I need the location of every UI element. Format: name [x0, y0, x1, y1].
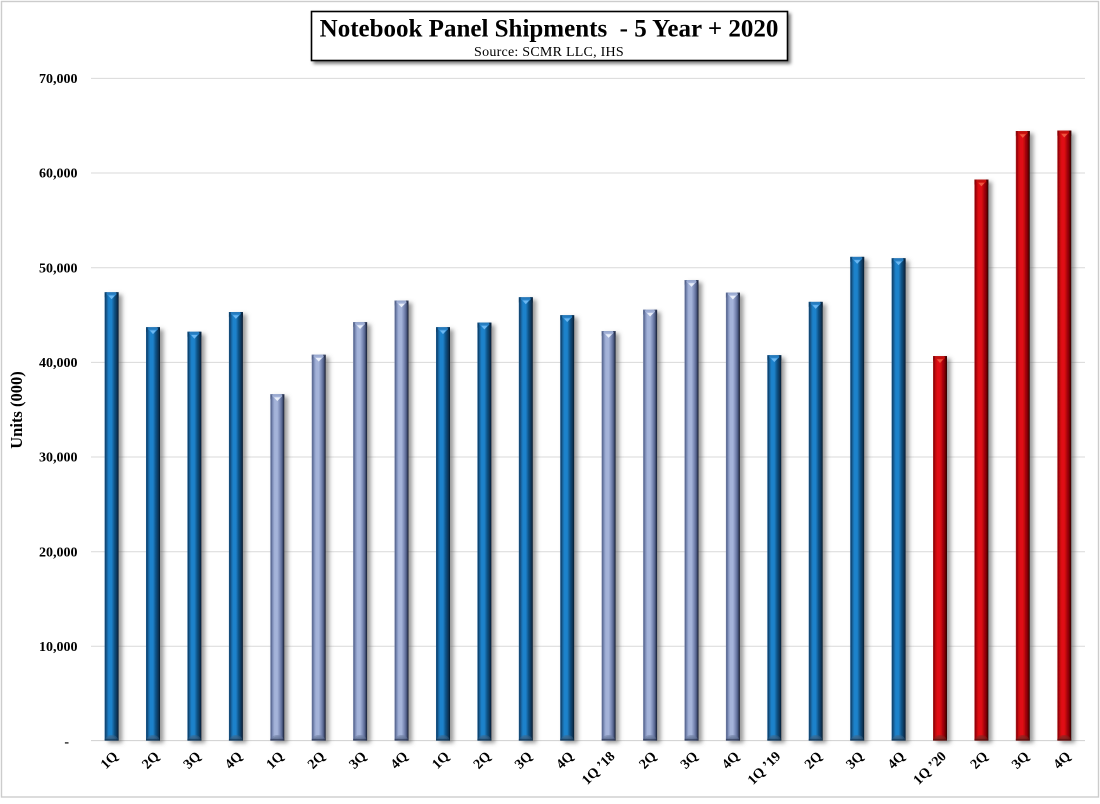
- svg-text:Units (000): Units (000): [7, 371, 26, 448]
- svg-text:60,000: 60,000: [39, 167, 78, 182]
- svg-text:20,000: 20,000: [39, 545, 78, 560]
- svg-text:Source: SCMR LLC, IHS: Source: SCMR LLC, IHS: [474, 45, 624, 60]
- svg-text:10,000: 10,000: [39, 640, 78, 655]
- svg-text:50,000: 50,000: [39, 261, 78, 276]
- svg-text:Notebook Panel Shipments - 5: Notebook Panel Shipments - 5 Year + 2020: [320, 15, 779, 42]
- svg-text:30,000: 30,000: [39, 451, 78, 466]
- svg-text:-: -: [64, 735, 69, 750]
- svg-text:40,000: 40,000: [39, 356, 78, 371]
- svg-text:70,000: 70,000: [39, 72, 78, 87]
